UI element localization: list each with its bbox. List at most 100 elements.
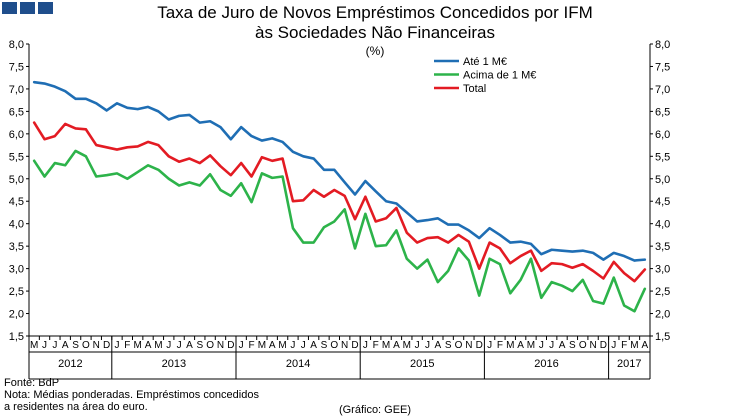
- month-label: J: [487, 340, 492, 351]
- month-label: A: [517, 340, 524, 351]
- y-tick-label-left: 7,0: [9, 84, 24, 96]
- month-label: J: [114, 340, 119, 351]
- month-label: J: [363, 340, 368, 351]
- month-label: O: [206, 340, 214, 351]
- y-tick-label-right: 3,0: [655, 264, 670, 276]
- month-label: A: [186, 340, 193, 351]
- footnote-line1: Nota: Médias ponderadas. Empréstimos con…: [4, 389, 259, 401]
- month-label: S: [72, 340, 79, 351]
- month-label: J: [611, 340, 616, 351]
- y-tick-label-left: 1,5: [9, 331, 24, 343]
- y-tick-label-left: 4,0: [9, 219, 24, 231]
- month-label: M: [30, 340, 38, 351]
- month-label: S: [569, 340, 576, 351]
- month-label: M: [506, 340, 514, 351]
- y-tick-label-left: 7,5: [9, 61, 24, 73]
- month-label: J: [290, 340, 295, 351]
- y-tick-label-right: 1,5: [655, 331, 670, 343]
- month-label: M: [527, 340, 535, 351]
- month-label: D: [227, 340, 234, 351]
- month-label: F: [497, 340, 503, 351]
- y-tick-label-left: 2,5: [9, 286, 24, 298]
- year-label: 2017: [617, 358, 641, 370]
- y-tick-label-right: 2,5: [655, 286, 670, 298]
- year-label: 2016: [534, 358, 558, 370]
- month-label: A: [269, 340, 276, 351]
- year-label: 2012: [58, 358, 82, 370]
- legend-label-1: Até 1 M€: [463, 56, 507, 68]
- month-label: N: [93, 340, 100, 351]
- chart-credit: (Gráfico: GEE): [338, 404, 412, 416]
- y-tick-label-right: 8,0: [655, 39, 670, 51]
- y-tick-label-left: 6,5: [9, 106, 24, 118]
- month-label: A: [434, 340, 441, 351]
- month-label: O: [579, 340, 587, 351]
- month-label: A: [145, 340, 152, 351]
- y-tick-label-right: 5,5: [655, 151, 670, 163]
- month-label: J: [549, 340, 554, 351]
- year-label: 2015: [410, 358, 434, 370]
- month-label: A: [310, 340, 317, 351]
- month-label: M: [278, 340, 286, 351]
- month-label: S: [321, 340, 328, 351]
- month-label: O: [455, 340, 463, 351]
- y-tick-label-right: 4,5: [655, 196, 670, 208]
- y-tick-label-left: 6,0: [9, 129, 24, 141]
- y-tick-label-left: 2,0: [9, 309, 24, 321]
- y-tick-label-right: 2,0: [655, 309, 670, 321]
- y-tick-label-left: 4,5: [9, 196, 24, 208]
- month-label: O: [82, 340, 90, 351]
- month-label: F: [373, 340, 379, 351]
- month-label: N: [589, 340, 596, 351]
- month-label: D: [476, 340, 483, 351]
- month-label: J: [239, 340, 244, 351]
- source-note: Fonte: BdP: [4, 377, 60, 389]
- y-tick-label-left: 3,5: [9, 241, 24, 253]
- month-label: D: [351, 340, 358, 351]
- legend-label-2: Acima de 1 M€: [463, 70, 536, 82]
- y-tick-label-left: 8,0: [9, 39, 24, 51]
- footnote-line2: a residentes na área do euro.: [4, 401, 148, 413]
- month-label: J: [415, 340, 420, 351]
- month-label: J: [166, 340, 171, 351]
- month-label: F: [248, 340, 254, 351]
- logo-square-1: [2, 2, 17, 14]
- year-label: 2014: [286, 358, 310, 370]
- month-label: J: [42, 340, 47, 351]
- month-label: N: [465, 340, 472, 351]
- y-tick-label-right: 4,0: [655, 219, 670, 231]
- month-label: M: [403, 340, 411, 351]
- month-label: J: [52, 340, 57, 351]
- month-label: O: [330, 340, 338, 351]
- y-tick-label-left: 3,0: [9, 264, 24, 276]
- month-label: F: [621, 340, 627, 351]
- month-label: D: [103, 340, 110, 351]
- month-label: A: [393, 340, 400, 351]
- series-line-3: [32, 121, 647, 283]
- month-label: D: [600, 340, 607, 351]
- month-label: A: [641, 340, 648, 351]
- logo-square-2: [20, 2, 35, 14]
- unit-label: (%): [365, 44, 385, 58]
- y-tick-label-right: 6,5: [655, 106, 670, 118]
- month-label: N: [217, 340, 224, 351]
- logo-square-3: [38, 2, 53, 14]
- year-label: 2013: [162, 358, 186, 370]
- y-tick-label-right: 7,0: [655, 84, 670, 96]
- month-label: S: [196, 340, 203, 351]
- y-tick-label-right: 6,0: [655, 129, 670, 141]
- month-label: M: [630, 340, 638, 351]
- y-tick-label-right: 5,0: [655, 174, 670, 186]
- month-label: J: [301, 340, 306, 351]
- y-tick-label-left: 5,0: [9, 174, 24, 186]
- y-tick-label-right: 7,5: [655, 61, 670, 73]
- month-label: J: [177, 340, 182, 351]
- legend-label-3: Total: [463, 83, 486, 95]
- month-label: M: [134, 340, 142, 351]
- chart-title-line2: às Sociedades Não Financeiras: [254, 23, 496, 42]
- month-label: N: [341, 340, 348, 351]
- series-line-2: [32, 149, 647, 313]
- month-label: M: [154, 340, 162, 351]
- month-label: S: [445, 340, 452, 351]
